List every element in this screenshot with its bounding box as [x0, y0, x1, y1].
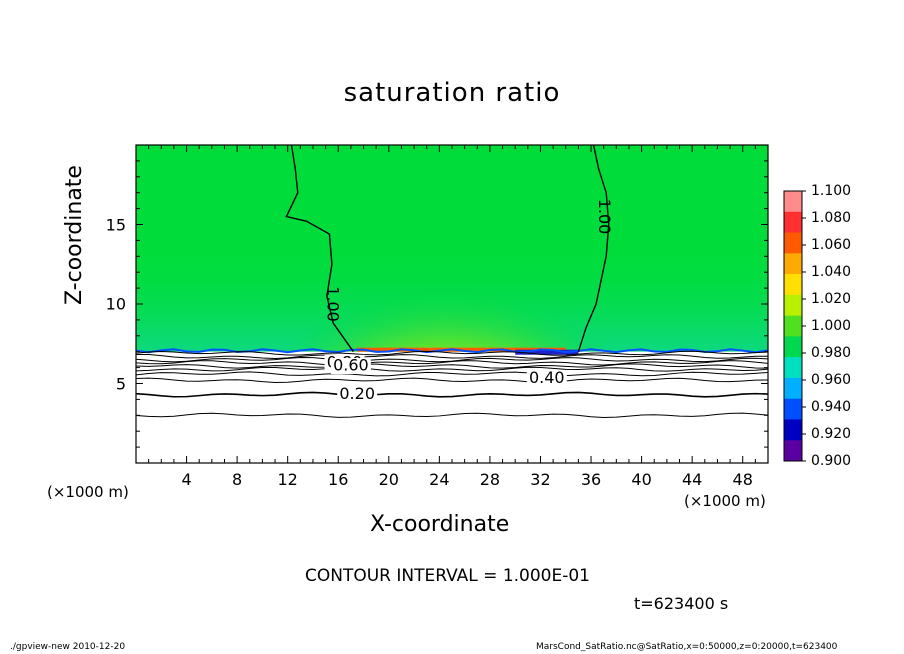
- x-tick-label: 16: [328, 470, 349, 489]
- footer-right: MarsCond_SatRatio.nc@SatRatio,x=0:50000,…: [536, 642, 838, 652]
- colorbar-segment: [784, 440, 802, 462]
- colorbar-tick-label: 1.020: [811, 291, 852, 307]
- contour-line: [136, 354, 768, 359]
- colorbar-segment: [784, 398, 802, 420]
- chart-title: saturation ratio: [343, 78, 561, 108]
- colorbar-segment: [784, 191, 802, 213]
- contour-label-bg: [337, 386, 378, 403]
- x-tick-label: 44: [681, 470, 703, 489]
- x-tick-label: 48: [732, 470, 753, 489]
- field-interface-cold: [515, 349, 579, 355]
- x-axis-label: X-coordinate: [370, 512, 510, 537]
- colorbar-segment: [784, 232, 802, 254]
- colorbar-segment: [784, 294, 802, 317]
- x-tick-label: 40: [631, 470, 652, 489]
- colorbar-segment: [784, 357, 802, 379]
- colorbar-segment: [784, 377, 802, 400]
- colorbar-tick-label: 1.080: [811, 210, 852, 226]
- contour-1-00-right: [577, 145, 610, 352]
- footer-left: ./gpview-new 2010-12-20: [10, 642, 126, 652]
- x-unit-label-left: (×1000 m): [47, 483, 129, 501]
- contour-line: [136, 363, 768, 369]
- colorbar-segment: [784, 419, 802, 441]
- colorbar-tick-label: 0.940: [811, 399, 852, 415]
- y-tick-label: 5: [115, 374, 126, 393]
- contour-line: [136, 366, 768, 372]
- contour-interval-note: CONTOUR INTERVAL = 1.000E-01: [305, 566, 590, 586]
- y-tick-label: 15: [105, 215, 126, 234]
- contour-line: [136, 371, 768, 377]
- contour-line: [136, 412, 768, 418]
- plot-axes: [135, 144, 769, 464]
- contour-lines: [136, 145, 768, 418]
- contour-1-00-left: [285, 145, 354, 353]
- x-tick-label: 12: [277, 470, 298, 489]
- contour-label: 0.60: [333, 356, 369, 375]
- colorbar-tick-label: 1.100: [811, 183, 852, 199]
- colorbar-segment: [784, 274, 802, 296]
- y-axis-label: Z-coordinate: [62, 165, 87, 305]
- x-tick-label: 36: [580, 470, 602, 489]
- colorbar-segment: [784, 336, 802, 358]
- contour-line: [136, 360, 768, 366]
- colorbar-tick-label: 1.060: [811, 237, 852, 253]
- x-tick-label: 20: [378, 470, 399, 489]
- contour-line: [136, 377, 768, 383]
- colorbar-tick-label: 1.000: [811, 318, 852, 334]
- colorbar-tick-label: 0.920: [811, 426, 852, 442]
- field-white-region: [136, 351, 768, 463]
- x-tick-label: 4: [181, 470, 192, 489]
- colorbar-tick-label: 1.040: [811, 264, 852, 280]
- contour-line: [136, 391, 768, 398]
- x-tick-label: 24: [429, 470, 450, 489]
- colorbar-tick-label: 0.960: [811, 372, 852, 388]
- colorbar-segment: [784, 253, 802, 275]
- time-label: t=623400 s: [634, 594, 729, 613]
- colorbar-segment: [784, 315, 802, 337]
- contour-label: 0.20: [339, 384, 375, 403]
- contour-label-bg: [526, 370, 567, 387]
- saturation-field: [136, 145, 768, 463]
- colorbar-segment: [784, 211, 802, 234]
- contour-label: 0.40: [529, 368, 565, 387]
- x-tick-label: 8: [232, 470, 243, 489]
- x-tick-label: 28: [479, 470, 501, 489]
- contour-line: [136, 350, 768, 356]
- y-tick-label: 10: [105, 294, 126, 314]
- contour-label: 1.00: [595, 199, 614, 235]
- x-tick-label: 32: [530, 470, 551, 489]
- contour-label-bg: [330, 358, 371, 375]
- x-unit-label-right: (×1000 m): [684, 492, 766, 510]
- colorbar-tick-label: 0.900: [811, 453, 852, 469]
- colorbar-tick-label: 0.980: [811, 345, 852, 361]
- contour-label: 1.00: [323, 286, 342, 322]
- colorbar: [783, 190, 806, 462]
- contour-labels: 1.001.000.800.600.400.20: [323, 199, 614, 403]
